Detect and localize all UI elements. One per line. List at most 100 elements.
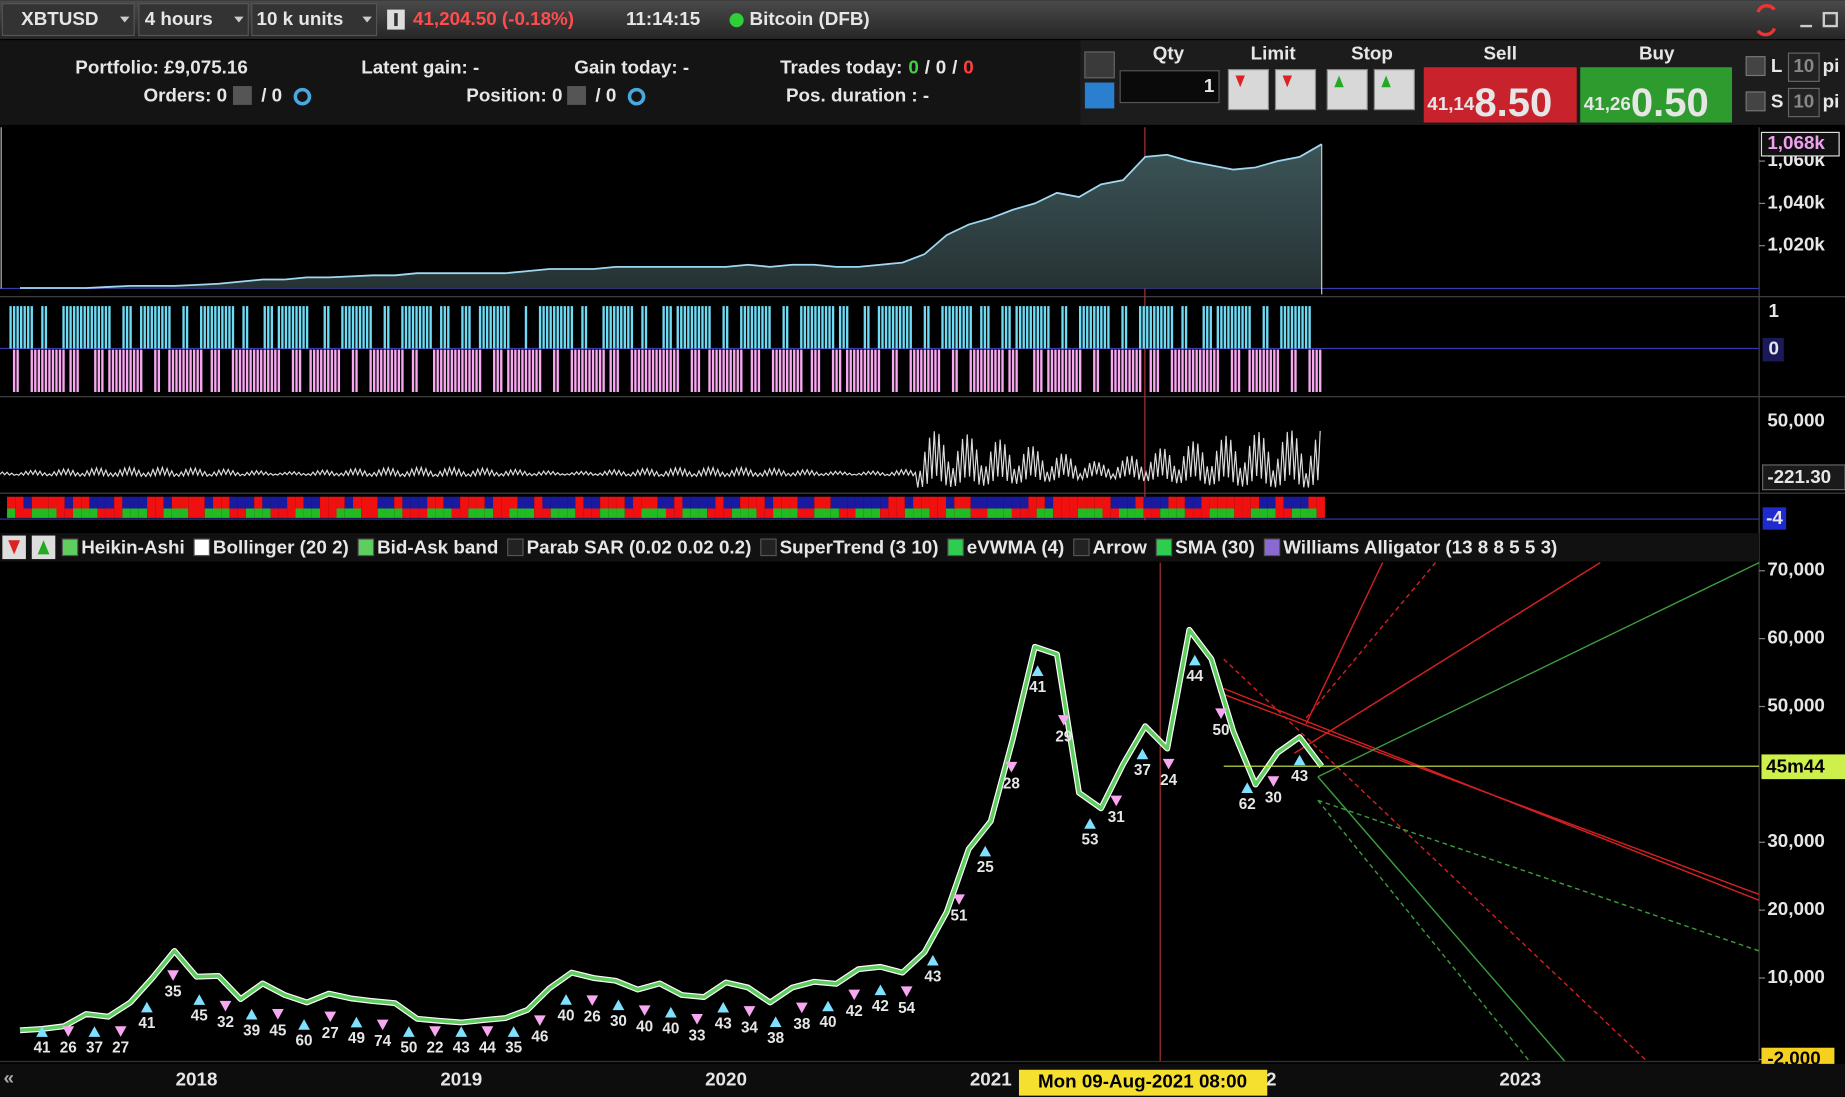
strip-cell (707, 508, 716, 518)
qty-input[interactable] (1119, 70, 1220, 104)
legend-entry[interactable]: Bid-Ask band (377, 536, 498, 557)
portfolio: Portfolio: £9,075.16 (75, 56, 248, 77)
keyboard-button[interactable] (1084, 82, 1115, 109)
signal-bar (1139, 349, 1142, 393)
buy-price[interactable]: 41,260.50 (1584, 80, 1709, 124)
trend-line (1223, 658, 1648, 1063)
strip-cell (344, 508, 353, 518)
stop-buy-button[interactable] (1373, 69, 1415, 111)
strip-cell (567, 496, 576, 509)
strip-cell (913, 496, 922, 509)
legend-entry[interactable]: SuperTrend (3 10) (780, 536, 939, 557)
strip-cell (509, 508, 518, 518)
strip-cell (567, 508, 576, 518)
orders-icon[interactable] (232, 86, 252, 105)
buy-arrow (88, 1026, 101, 1037)
trend-line (1223, 693, 1760, 896)
signal-bar (344, 306, 348, 349)
x-tick-label: 2023 (1499, 1068, 1541, 1089)
qty-value[interactable]: 1 (1204, 75, 1214, 96)
legend-entry[interactable]: SMA (30) (1175, 536, 1255, 557)
legend-entry[interactable]: eVWMA (4) (967, 536, 1065, 557)
strip-cell (715, 496, 724, 509)
strip-cell (278, 508, 288, 518)
signal-bar (1156, 306, 1160, 349)
legend-entry[interactable]: Parab SAR (0.02 0.02 0.2) (527, 536, 752, 557)
signal-bar (895, 349, 898, 393)
scroll-left[interactable]: « (4, 1067, 14, 1088)
signal-bar (464, 349, 468, 393)
dropdown-arrow (362, 16, 372, 23)
icon-arrow (1381, 75, 1391, 88)
strip-cell (229, 496, 238, 509)
stop-sell-button[interactable] (1326, 69, 1368, 111)
signal-bar (1287, 306, 1290, 349)
position-icon[interactable] (567, 86, 586, 105)
strip-cell (1044, 508, 1054, 518)
x-axis-bar (0, 1063, 1845, 1097)
checkbox[interactable] (1745, 56, 1766, 77)
gear-icon[interactable] (627, 87, 646, 106)
wrench-button[interactable] (1084, 51, 1115, 79)
buy-arrow (507, 1026, 520, 1037)
short-input[interactable] (1787, 87, 1820, 118)
legend-entry[interactable]: Arrow (1093, 536, 1148, 557)
checkbox[interactable] (1745, 91, 1766, 112)
maximize-icon[interactable] (1822, 11, 1838, 28)
sell-arrow (324, 1011, 337, 1023)
long-input[interactable] (1787, 52, 1820, 82)
strip-cell (987, 496, 996, 509)
timeframe-box[interactable] (138, 3, 249, 37)
short-value[interactable]: 10 (1793, 91, 1814, 112)
strip-cell (377, 496, 386, 509)
signal-bar (1103, 306, 1107, 349)
size-box[interactable] (251, 3, 378, 37)
sell-price[interactable]: 41,148.50 (1427, 80, 1552, 124)
sell-arrow (1110, 795, 1123, 807)
gear-icon[interactable] (293, 87, 312, 106)
signal-bar (44, 306, 48, 349)
signal-bar (1170, 349, 1174, 393)
strip-cell (1077, 496, 1087, 509)
strip-cell (1259, 496, 1268, 509)
strip-cell (1028, 508, 1037, 518)
signal-bar (718, 349, 722, 393)
legend-entry[interactable]: Heikin-Ashi (81, 536, 185, 557)
buy-button[interactable] (1580, 67, 1733, 123)
strip-cell (295, 496, 304, 509)
strip-cell (311, 496, 321, 509)
signal-bar (207, 306, 210, 349)
signal-bar (298, 306, 302, 349)
legend-entry[interactable]: Bollinger (20 2) (213, 536, 349, 557)
legend-entry[interactable]: Williams Alligator (13 8 8 5 5 3) (1283, 536, 1557, 557)
signal-bar (129, 306, 132, 349)
timeframe[interactable]: 4 hours (145, 8, 213, 29)
strip-cell (970, 508, 979, 518)
limit-buy-button[interactable] (1274, 69, 1317, 111)
strip-cell (814, 496, 823, 509)
signal-bar (620, 306, 623, 349)
signal-bar (1096, 306, 1099, 349)
size[interactable]: 10 k units (257, 8, 344, 29)
signal-bar (118, 349, 122, 393)
signal-bar (750, 306, 754, 349)
refresh-icon[interactable] (1756, 4, 1777, 37)
limit-sell-button[interactable] (1227, 69, 1270, 111)
strip-cell (633, 508, 642, 518)
signal-bar (373, 349, 376, 393)
signal-bar (1064, 306, 1068, 349)
signal-bar (577, 349, 581, 393)
symbol[interactable]: XBTUSD (21, 8, 98, 29)
signal-bar (1223, 306, 1227, 349)
strip-cell (352, 508, 362, 518)
signal-bar (136, 349, 139, 393)
symbol-box[interactable] (1, 3, 135, 37)
signal-bar (203, 306, 206, 349)
sell-button[interactable] (1423, 67, 1577, 123)
signal-bar (835, 349, 838, 393)
strip-cell (254, 496, 263, 509)
signal-bar (231, 349, 235, 393)
strip-cell (731, 496, 741, 509)
strip-cell (245, 508, 255, 518)
long-value[interactable]: 10 (1793, 55, 1814, 76)
